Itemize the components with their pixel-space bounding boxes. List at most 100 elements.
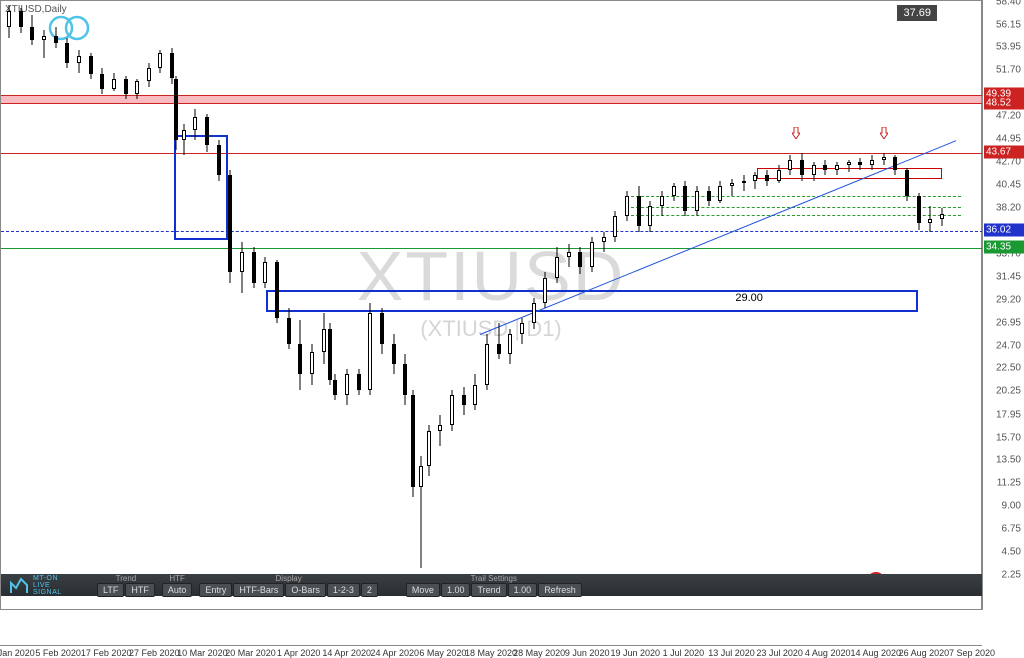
candlestick xyxy=(648,201,652,232)
y-axis: 58.4056.1553.9551.7047.2044.9542.7040.45… xyxy=(982,0,1024,610)
chart-plot-area[interactable]: XTIUSD,Daily XTIUSD (XTIUSD | D1) 29.00 … xyxy=(0,0,982,610)
y-tick: 9.00 xyxy=(1002,501,1021,512)
candlestick xyxy=(765,170,769,185)
y-tick: 29.20 xyxy=(996,294,1021,305)
display-2-button[interactable]: 2 xyxy=(361,583,378,597)
candlestick xyxy=(328,323,332,384)
candlestick xyxy=(543,272,547,308)
candlestick xyxy=(263,257,267,288)
x-axis: 24 Jan 20205 Feb 202017 Feb 202027 Feb 2… xyxy=(0,645,982,658)
candlestick xyxy=(77,50,81,73)
trend-htf-button[interactable]: HTF xyxy=(125,583,155,597)
x-tick: 6 May 2020 xyxy=(419,648,466,658)
candlestick xyxy=(870,155,874,170)
display-obars-button[interactable]: O-Bars xyxy=(285,583,326,597)
candlestick xyxy=(89,53,93,79)
candlestick xyxy=(672,183,676,201)
candlestick xyxy=(333,374,337,400)
candlestick xyxy=(182,124,186,155)
candlestick xyxy=(252,247,256,288)
y-tick: 2.25 xyxy=(1002,570,1021,581)
candlestick xyxy=(637,186,641,232)
candlestick xyxy=(217,140,221,181)
candlestick xyxy=(42,30,46,59)
candlestick xyxy=(7,5,11,38)
candlestick xyxy=(158,50,162,73)
candlestick xyxy=(135,79,139,99)
current-price-badge: 37.69 xyxy=(897,5,937,21)
candlestick xyxy=(718,181,722,203)
htf-auto-button[interactable]: Auto xyxy=(162,583,193,597)
candlestick xyxy=(473,374,477,410)
horizontal-line xyxy=(1,153,983,154)
y-tick: 4.50 xyxy=(1002,547,1021,558)
candlestick xyxy=(777,165,781,182)
x-tick: 7 Sep 2020 xyxy=(949,648,995,658)
x-tick: 17 Feb 2020 xyxy=(81,648,132,658)
y-tick: 58.40 xyxy=(996,0,1021,8)
candlestick xyxy=(567,244,571,267)
display-entry-button[interactable]: Entry xyxy=(199,583,232,597)
toolbar-display-group: Display Entry HTF-Bars O-Bars 1-2-3 2 xyxy=(196,574,381,597)
candlestick xyxy=(532,298,536,329)
candlestick xyxy=(917,193,921,230)
candlestick xyxy=(940,208,944,226)
trail-move-button[interactable]: Move xyxy=(406,583,440,597)
x-tick: 24 Jan 2020 xyxy=(0,648,35,658)
candlestick xyxy=(730,179,734,196)
candlestick xyxy=(380,308,384,354)
trail-val2-button[interactable]: 1.00 xyxy=(508,583,538,597)
display-123-button[interactable]: 1-2-3 xyxy=(327,583,360,597)
dash-segment xyxy=(626,215,961,216)
y-tick: 11.25 xyxy=(997,478,1021,489)
candlestick xyxy=(928,206,932,232)
candlestick xyxy=(275,260,279,323)
x-tick: 23 Jul 2020 xyxy=(756,648,803,658)
display-htfbars-button[interactable]: HTF-Bars xyxy=(233,583,284,597)
candlestick xyxy=(882,153,886,165)
mt-logo-text: MT-ONLIVESIGNAL xyxy=(33,575,62,596)
indicator-toolbar: MT-ONLIVESIGNAL Trend LTF HTF HTF Auto D… xyxy=(1,574,983,596)
candlestick xyxy=(613,211,617,242)
x-tick: 14 Apr 2020 xyxy=(322,648,371,658)
candlestick xyxy=(485,334,489,390)
trail-trend-button[interactable]: Trend xyxy=(471,583,506,597)
arrow-down-icon xyxy=(792,126,800,138)
candlestick xyxy=(590,237,594,273)
y-tick: 44.95 xyxy=(996,134,1021,145)
candlestick xyxy=(100,68,104,94)
candlestick xyxy=(345,369,349,405)
price-level-label: 34.35 xyxy=(984,241,1024,254)
toolbar-htf-group: HTF Auto xyxy=(159,574,196,597)
y-tick: 38.20 xyxy=(996,203,1021,214)
candlestick xyxy=(310,344,314,385)
blue-rectangle xyxy=(266,290,917,312)
y-tick: 15.70 xyxy=(996,432,1021,443)
x-tick: 28 May 2020 xyxy=(513,648,565,658)
x-tick: 1 Jul 2020 xyxy=(663,648,705,658)
candlestick xyxy=(240,242,244,293)
x-tick: 18 May 2020 xyxy=(465,648,517,658)
price-level-label: 43.67 xyxy=(984,146,1024,159)
candlestick xyxy=(835,162,839,175)
trend-ltf-button[interactable]: LTF xyxy=(97,583,124,597)
candlestick xyxy=(450,390,454,431)
x-tick: 9 Jun 2020 xyxy=(565,648,610,658)
chart-container: XTIUSD,Daily XTIUSD (XTIUSD | D1) 29.00 … xyxy=(0,0,1024,658)
candlestick xyxy=(742,175,746,190)
x-tick: 26 Aug 2020 xyxy=(899,648,950,658)
trail-refresh-button[interactable]: Refresh xyxy=(538,583,582,597)
trail-val1-button[interactable]: 1.00 xyxy=(441,583,471,597)
candlestick xyxy=(858,158,862,170)
candlestick xyxy=(905,168,909,201)
candlestick xyxy=(788,155,792,175)
candlestick xyxy=(147,63,151,86)
candlestick xyxy=(54,27,58,47)
candlestick xyxy=(392,334,396,375)
x-tick: 27 Feb 2020 xyxy=(129,648,180,658)
y-tick: 31.45 xyxy=(996,272,1021,283)
horizontal-line xyxy=(1,231,983,232)
candlestick xyxy=(30,15,34,45)
x-tick: 1 Apr 2020 xyxy=(277,648,321,658)
y-tick: 17.95 xyxy=(996,409,1021,420)
